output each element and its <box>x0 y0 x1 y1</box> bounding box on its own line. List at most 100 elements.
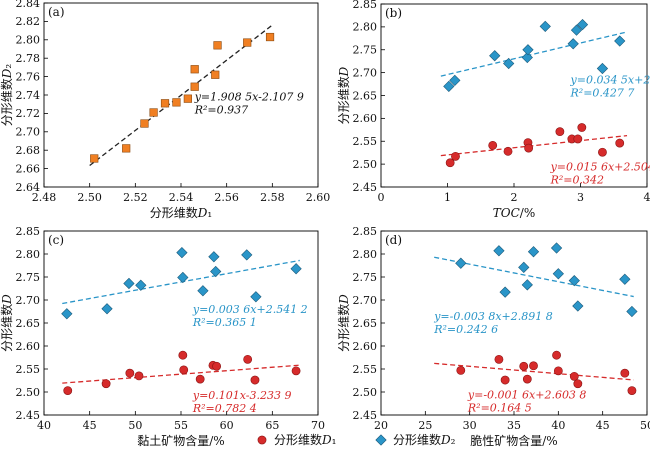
data-point <box>251 376 259 384</box>
x-tick-label: 3 <box>577 191 584 204</box>
x-tick-label: 50 <box>640 419 650 432</box>
equation-label: R²=0.427 7 <box>570 87 635 100</box>
y-tick-label: 2.65 <box>353 89 378 102</box>
y-tick-label: 2.80 <box>16 34 41 47</box>
data-point <box>552 351 560 359</box>
equation-label: y=1.908 5x-2.107 9 <box>194 91 304 104</box>
data-point <box>180 366 188 374</box>
data-point <box>597 63 607 73</box>
panel-label: (b) <box>385 6 402 20</box>
data-point <box>627 306 637 316</box>
data-point <box>523 375 531 383</box>
data-point <box>198 286 208 296</box>
y-tick-label: 2.45 <box>353 409 378 422</box>
legend-marker <box>258 436 266 444</box>
data-point <box>556 128 564 136</box>
equation-label: R²=0.782 4 <box>192 402 257 415</box>
data-point <box>574 380 582 388</box>
equation-label: y=0.101x-3.233 9 <box>192 389 292 402</box>
y-axis-label: 分形维数D <box>336 294 351 352</box>
y-tick-label: 2.80 <box>353 21 378 34</box>
y-tick-label: 2.70 <box>16 126 41 139</box>
equation-label: R²=0.365 1 <box>192 316 257 329</box>
data-point <box>179 351 187 359</box>
data-point <box>244 355 252 363</box>
y-tick-label: 2.64 <box>16 181 41 194</box>
data-point <box>525 144 533 152</box>
y-tick-label: 2.50 <box>16 386 41 399</box>
x-axis-label: 分形维数D₁ <box>150 205 212 220</box>
data-point <box>251 292 261 302</box>
y-tick-label: 2.55 <box>16 363 41 376</box>
y-tick-label: 2.78 <box>16 52 41 65</box>
y-tick-label: 2.75 <box>353 271 378 284</box>
x-tick-label: 2.56 <box>214 191 239 204</box>
y-tick-label: 2.82 <box>16 15 41 28</box>
y-tick-label: 2.60 <box>353 340 378 353</box>
data-point <box>570 372 578 380</box>
data-point <box>540 21 550 31</box>
data-point <box>523 45 533 55</box>
x-tick-label: 2.52 <box>123 191 148 204</box>
data-point <box>191 65 199 73</box>
y-tick-label: 2.50 <box>353 386 378 399</box>
y-tick-label: 2.74 <box>16 89 41 102</box>
data-point <box>621 369 629 377</box>
x-tick-label: 25 <box>418 419 432 432</box>
x-tick-label: 2.50 <box>77 191 102 204</box>
data-point <box>598 148 606 156</box>
data-point <box>211 266 221 276</box>
x-tick-label: 2.58 <box>260 191 285 204</box>
y-tick-label: 2.80 <box>16 248 41 261</box>
data-point <box>211 71 219 79</box>
data-point <box>126 369 134 377</box>
data-point <box>178 272 188 282</box>
y-tick-label: 2.55 <box>353 363 378 376</box>
data-point <box>124 278 134 288</box>
y-tick-label: 2.75 <box>353 44 378 57</box>
data-point <box>243 39 251 47</box>
panel-d: 202530354045502.452.502.552.602.652.702.… <box>336 225 650 448</box>
x-tick-label: 4 <box>644 191 650 204</box>
data-point <box>456 258 466 268</box>
data-point <box>451 152 459 160</box>
y-tick-label: 2.45 <box>16 409 41 422</box>
data-point <box>628 387 636 395</box>
data-point <box>266 33 274 41</box>
y-tick-label: 2.75 <box>16 271 41 284</box>
equation-label: R²=0.242 6 <box>433 323 498 336</box>
y-tick-label: 2.65 <box>16 317 41 330</box>
x-tick-label: 45 <box>83 419 97 432</box>
x-tick-label: 70 <box>311 419 325 432</box>
data-point <box>501 376 509 384</box>
y-tick-label: 2.84 <box>16 0 41 10</box>
y-tick-label: 2.60 <box>16 340 41 353</box>
data-point <box>489 141 497 149</box>
data-point <box>173 99 181 107</box>
x-tick-label: 2.60 <box>306 191 331 204</box>
panel-label: (c) <box>48 233 64 247</box>
equation-label: R²=0.937 <box>194 104 248 117</box>
data-point <box>213 362 221 370</box>
equation-label: y=-0.001 6x+2.603 8 <box>467 388 587 401</box>
plot-frame <box>44 231 318 415</box>
data-point <box>520 362 528 370</box>
legend-label: 分形维数D₂ <box>393 432 456 447</box>
y-axis-label: 分形维数D <box>336 66 351 124</box>
y-tick-label: 2.70 <box>353 66 378 79</box>
equation-label: y=0.003 6x+2.541 2 <box>192 303 308 316</box>
data-point <box>494 246 504 256</box>
data-point <box>196 375 204 383</box>
x-tick-label: 2.54 <box>169 191 194 204</box>
data-point <box>62 309 72 319</box>
y-tick-label: 2.72 <box>16 107 41 120</box>
data-point <box>161 99 169 107</box>
x-tick-label: 1 <box>444 191 451 204</box>
y-tick-label: 2.68 <box>16 144 41 157</box>
x-tick-label: 0 <box>378 191 385 204</box>
